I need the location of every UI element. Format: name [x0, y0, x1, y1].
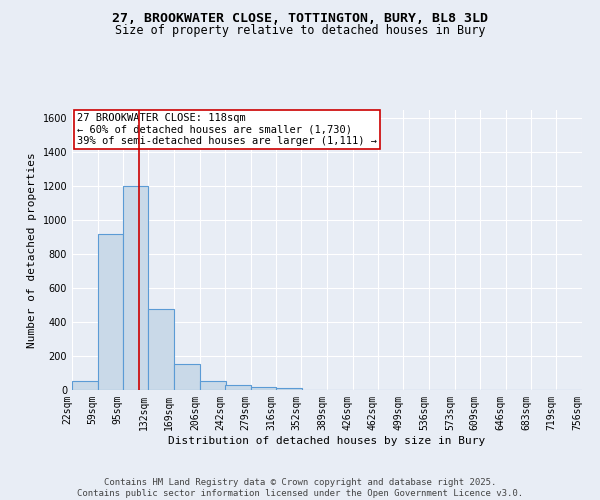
Bar [174, 364, 200, 390]
Text: Contains HM Land Registry data © Crown copyright and database right 2025.
Contai: Contains HM Land Registry data © Crown c… [77, 478, 523, 498]
Bar [123, 186, 148, 390]
Bar [98, 234, 124, 390]
Bar [200, 380, 226, 390]
Bar [148, 310, 174, 390]
Text: Size of property relative to detached houses in Bury: Size of property relative to detached ho… [115, 24, 485, 37]
X-axis label: Distribution of detached houses by size in Bury: Distribution of detached houses by size … [169, 436, 485, 446]
Bar [225, 385, 251, 390]
Bar [251, 388, 276, 390]
Text: 27, BROOKWATER CLOSE, TOTTINGTON, BURY, BL8 3LD: 27, BROOKWATER CLOSE, TOTTINGTON, BURY, … [112, 12, 488, 26]
Y-axis label: Number of detached properties: Number of detached properties [27, 152, 37, 348]
Text: 27 BROOKWATER CLOSE: 118sqm
← 60% of detached houses are smaller (1,730)
39% of : 27 BROOKWATER CLOSE: 118sqm ← 60% of det… [77, 113, 377, 146]
Bar [276, 388, 302, 390]
Bar [72, 380, 98, 390]
